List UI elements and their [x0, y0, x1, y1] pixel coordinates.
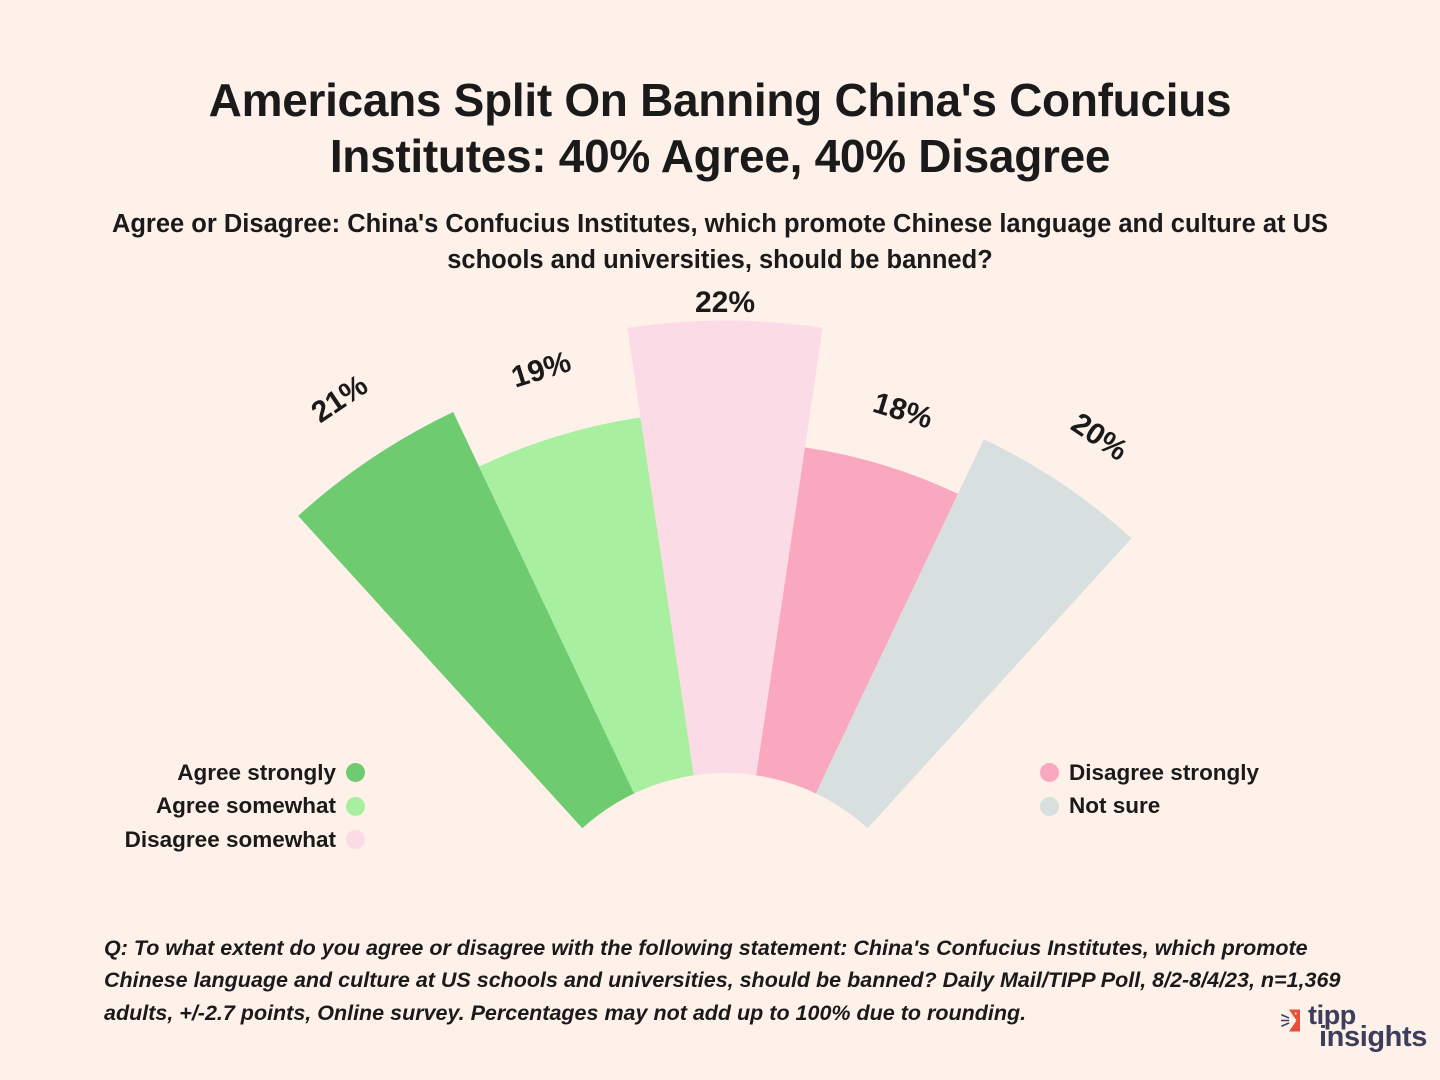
svg-text:19%: 19%	[508, 345, 575, 394]
svg-text:18%: 18%	[869, 386, 936, 435]
svg-text:20%: 20%	[1065, 407, 1133, 468]
svg-text:22%: 22%	[695, 286, 755, 319]
svg-text:21%: 21%	[306, 369, 374, 430]
